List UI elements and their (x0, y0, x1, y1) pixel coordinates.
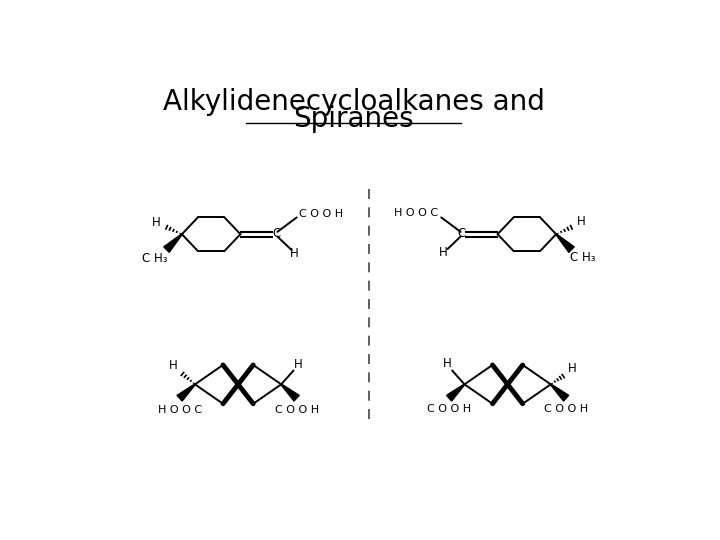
Text: Alkylidenecycloalkanes and: Alkylidenecycloalkanes and (163, 88, 544, 116)
Text: H: H (294, 358, 302, 371)
Text: Spiranes: Spiranes (293, 105, 414, 133)
Text: H: H (152, 216, 161, 229)
Text: H: H (568, 362, 577, 375)
Text: H: H (577, 215, 586, 228)
Text: H: H (169, 360, 178, 373)
Text: H O O C: H O O C (394, 208, 438, 218)
Text: H: H (439, 246, 448, 259)
Text: C H₃: C H₃ (570, 251, 595, 264)
Polygon shape (177, 384, 195, 401)
Text: C O O H: C O O H (299, 208, 343, 219)
Text: H: H (444, 357, 452, 370)
Polygon shape (551, 384, 569, 401)
Text: C H₃: C H₃ (142, 252, 168, 265)
Text: H: H (290, 247, 299, 260)
Text: C O O H: C O O H (544, 404, 588, 414)
Text: C O O H: C O O H (274, 405, 319, 415)
Text: H O O C: H O O C (158, 405, 202, 415)
Polygon shape (281, 384, 300, 401)
Text: C: C (457, 227, 466, 240)
Text: C O O H: C O O H (427, 404, 471, 414)
Text: C: C (272, 227, 281, 240)
Polygon shape (556, 234, 575, 252)
Polygon shape (163, 234, 182, 252)
Polygon shape (446, 384, 464, 401)
